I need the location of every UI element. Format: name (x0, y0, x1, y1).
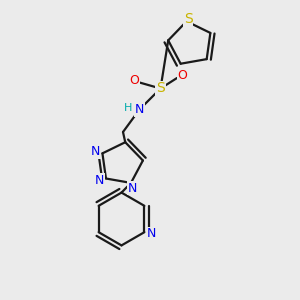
Text: N: N (135, 103, 144, 116)
Text: N: N (128, 182, 137, 195)
Text: N: N (91, 146, 101, 158)
Text: H: H (124, 103, 132, 113)
Text: O: O (178, 69, 187, 82)
Text: N: N (146, 227, 156, 240)
Text: O: O (129, 74, 139, 88)
Text: S: S (184, 12, 193, 26)
Text: S: S (156, 82, 165, 95)
Text: N: N (95, 173, 104, 187)
